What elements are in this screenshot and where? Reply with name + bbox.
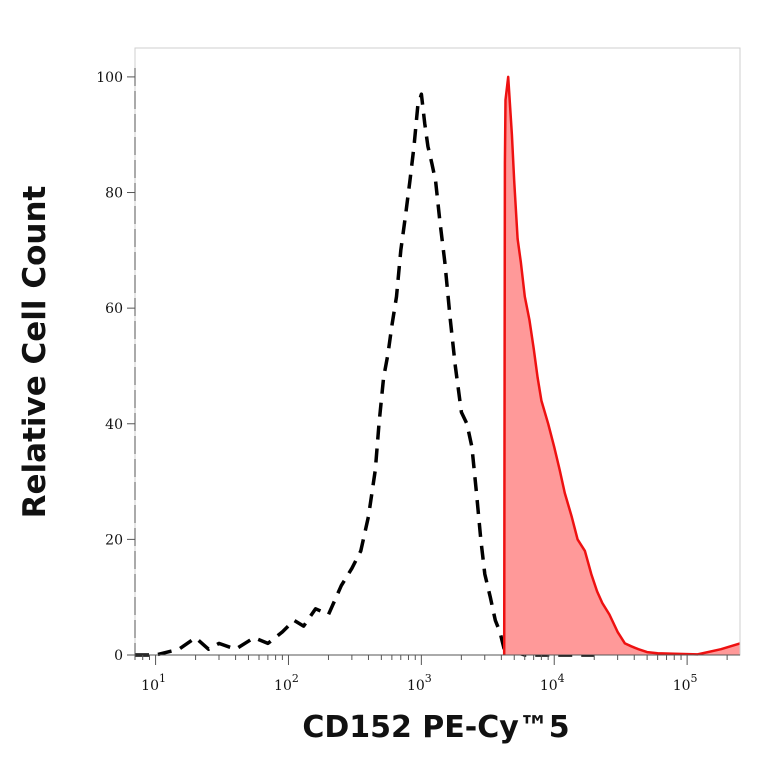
x-tick-label-1: 102	[274, 672, 299, 694]
x-tick-label-4: 105	[673, 672, 698, 694]
y-tick-label-2: 40	[105, 417, 123, 433]
x-axis-title: CD152 PE-Cy™5	[302, 710, 569, 745]
y-tick-label-5: 100	[96, 70, 123, 86]
y-tick-label-1: 20	[105, 532, 123, 548]
axes-layer: 0 20 40 60 80 100 101 102 103 104 105	[96, 68, 740, 694]
y-tick-label-0: 0	[114, 648, 123, 664]
y-tick-label-4: 80	[105, 186, 123, 202]
series-layer	[135, 75, 741, 657]
x-tick-label-3: 104	[540, 672, 565, 694]
y-tick-label-3: 60	[105, 301, 123, 317]
x-tick-label-0: 101	[141, 672, 166, 694]
series-1-area	[504, 76, 740, 655]
x-tick-label-2: 103	[407, 672, 432, 694]
plot-frame	[134, 47, 741, 656]
series-0-line	[135, 92, 595, 657]
series-1-line	[502, 75, 741, 656]
y-axis-title: Relative Cell Count	[17, 185, 53, 518]
